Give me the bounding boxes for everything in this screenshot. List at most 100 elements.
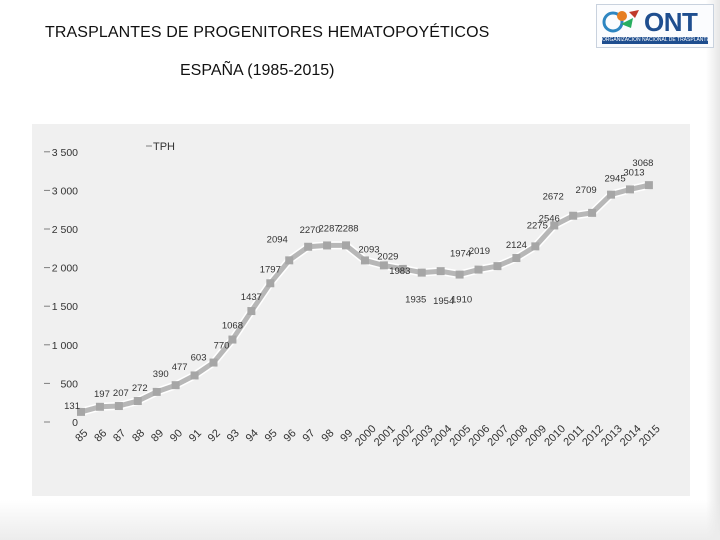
data-label: 1954 bbox=[433, 296, 454, 307]
x-tick-label: 2005 bbox=[448, 423, 474, 449]
data-point bbox=[474, 265, 483, 274]
data-point bbox=[342, 241, 351, 250]
x-tick-label: 2002 bbox=[391, 423, 417, 449]
data-label: 2019 bbox=[469, 246, 490, 257]
data-point bbox=[285, 256, 294, 265]
data-label: 2546 bbox=[539, 213, 560, 224]
x-tick-label: 2003 bbox=[410, 423, 436, 449]
x-tick-label: 93 bbox=[225, 427, 242, 444]
data-point bbox=[588, 208, 597, 217]
data-label: 2287 bbox=[319, 223, 340, 234]
data-point bbox=[304, 242, 313, 251]
x-tick-label: 2004 bbox=[429, 423, 455, 449]
x-tick-label: 2012 bbox=[580, 423, 606, 449]
x-tick-label: 2014 bbox=[618, 423, 644, 449]
x-tick-label: 2008 bbox=[504, 423, 530, 449]
y-tick-label: 3 000 bbox=[52, 185, 78, 197]
data-label: 2093 bbox=[358, 244, 379, 255]
x-tick-label: 2010 bbox=[542, 423, 568, 449]
x-tick-label: 96 bbox=[282, 427, 299, 444]
data-point bbox=[436, 267, 445, 276]
x-tick-label: 98 bbox=[319, 427, 336, 444]
x-tick-label: 2000 bbox=[353, 423, 379, 449]
data-point bbox=[77, 407, 85, 416]
data-point bbox=[398, 264, 407, 273]
data-point bbox=[644, 181, 653, 190]
data-point bbox=[323, 241, 332, 250]
data-point bbox=[171, 381, 180, 390]
x-tick-label: 91 bbox=[187, 427, 204, 444]
data-label: 2275 bbox=[527, 220, 548, 231]
chart-panel: 0 500 1 000 1 500 2 000 2 500 3 000 3 500 TPH 131… bbox=[32, 124, 690, 496]
data-point bbox=[531, 242, 540, 251]
data-point bbox=[379, 261, 388, 270]
x-tick-label: 2011 bbox=[561, 423, 586, 448]
data-label: 2270 bbox=[300, 225, 321, 236]
x-tick-label: 99 bbox=[338, 427, 355, 444]
data-label: 1797 bbox=[260, 264, 281, 275]
right-edge-shade bbox=[706, 0, 720, 540]
tph-line-chart: 0 500 1 000 1 500 2 000 2 500 3 000 3 500 TPH 131… bbox=[44, 141, 663, 449]
y-tick-label: 1 000 bbox=[52, 340, 78, 352]
x-tick-label: 88 bbox=[130, 427, 147, 444]
data-point bbox=[95, 402, 104, 411]
data-point bbox=[247, 307, 256, 316]
data-label: 2672 bbox=[543, 192, 564, 203]
data-label: 3068 bbox=[632, 158, 653, 169]
x-tick-label: 2009 bbox=[523, 423, 549, 449]
logo-wordmark: ONT bbox=[644, 7, 698, 37]
data-point bbox=[455, 270, 464, 279]
data-point bbox=[228, 335, 237, 344]
x-tick-label: 2015 bbox=[637, 423, 663, 449]
x-tick-label: 94 bbox=[244, 427, 261, 444]
data-label: 1910 bbox=[451, 295, 472, 306]
data-point bbox=[512, 254, 521, 263]
x-tick-label: 92 bbox=[206, 427, 223, 444]
data-label: 131 bbox=[64, 401, 80, 412]
data-label: 603 bbox=[191, 352, 207, 363]
data-label: 390 bbox=[153, 369, 169, 380]
x-tick-label: 87 bbox=[111, 427, 128, 444]
data-point bbox=[114, 402, 123, 411]
data-point bbox=[209, 358, 218, 367]
data-point bbox=[266, 279, 275, 288]
x-tick-label: 90 bbox=[168, 427, 185, 444]
data-label: 1974 bbox=[450, 249, 471, 260]
data-label: 1983 bbox=[389, 266, 410, 277]
x-tick-label: 2007 bbox=[485, 423, 511, 449]
data-label: 770 bbox=[214, 341, 230, 352]
data-label: 2945 bbox=[604, 174, 625, 185]
data-point bbox=[133, 397, 142, 406]
data-label: 477 bbox=[172, 362, 188, 373]
legend-label: TPH bbox=[153, 141, 175, 153]
logo-tagline: ORGANIZACIÓN NACIONAL DE TRASPLANTES bbox=[602, 37, 708, 44]
x-tick-label: 95 bbox=[263, 427, 280, 444]
x-tick-label: 97 bbox=[300, 427, 317, 444]
data-label: 2288 bbox=[337, 223, 358, 234]
data-label: 1935 bbox=[405, 295, 426, 306]
x-tick-label: 85 bbox=[73, 427, 90, 444]
data-point bbox=[493, 262, 502, 271]
data-point bbox=[360, 256, 369, 265]
y-tick-label: 0 bbox=[72, 417, 78, 429]
data-label: 1437 bbox=[241, 292, 262, 303]
y-tick-label: 2 500 bbox=[52, 224, 78, 236]
data-point bbox=[152, 387, 161, 396]
data-point bbox=[569, 211, 578, 220]
data-point bbox=[417, 268, 426, 277]
data-label: 2094 bbox=[267, 234, 288, 245]
bottom-edge-shade bbox=[0, 500, 720, 540]
page-title: TRASPLANTES DE PROGENITORES HEMATOPOYÉTI… bbox=[45, 24, 490, 41]
x-tick-label: 89 bbox=[149, 427, 166, 444]
ont-logo: ONT ORGANIZACIÓN NACIONAL DE TRASPLANTES bbox=[596, 4, 714, 48]
x-tick-label: 2013 bbox=[599, 423, 625, 449]
data-point bbox=[190, 371, 199, 380]
x-tick-label: 2001 bbox=[372, 423, 398, 449]
data-point bbox=[607, 190, 616, 199]
data-label: 3013 bbox=[623, 167, 644, 178]
data-label: 197 bbox=[94, 389, 110, 400]
data-point bbox=[625, 185, 634, 194]
data-label: 2124 bbox=[506, 240, 527, 251]
y-tick-label: 500 bbox=[60, 378, 78, 390]
data-point bbox=[550, 221, 559, 230]
